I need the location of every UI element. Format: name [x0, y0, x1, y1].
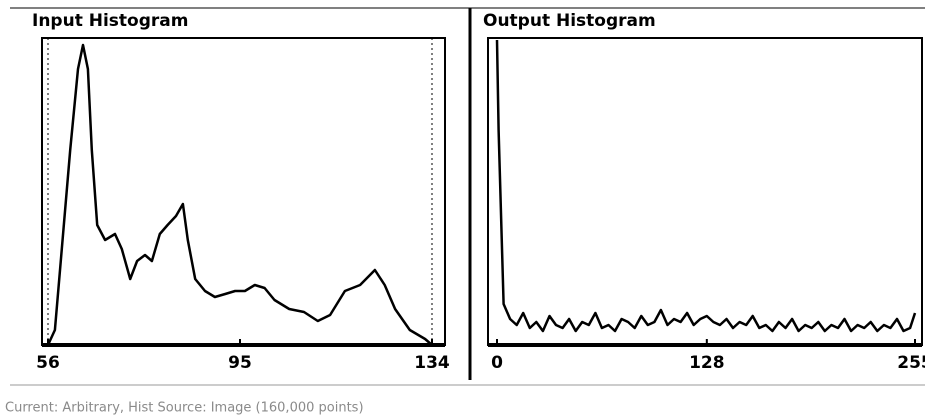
- x-tick-label: 134: [414, 353, 450, 373]
- panel-title: Output Histogram: [483, 11, 656, 31]
- histogram-line: [495, 39, 917, 333]
- x-tick-label: 0: [491, 353, 503, 373]
- plot-frame: [41, 37, 446, 346]
- status-text: Current: Arbitrary, Hist Source: Image (…: [5, 401, 364, 416]
- histogram-line: [46, 43, 433, 346]
- x-tick-label: 56: [36, 353, 60, 373]
- x-tick-label: 95: [228, 353, 252, 373]
- x-tick-label: 128: [689, 353, 725, 373]
- x-tick-label: 255: [897, 353, 925, 373]
- panel-title: Input Histogram: [32, 11, 188, 31]
- plot-frame: [487, 37, 923, 346]
